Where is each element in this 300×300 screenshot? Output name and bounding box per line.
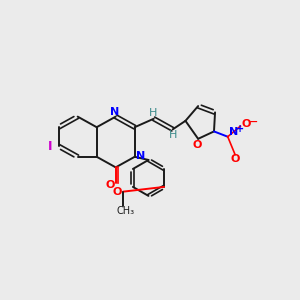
Text: CH₃: CH₃ bbox=[116, 206, 134, 216]
Text: +: + bbox=[236, 124, 244, 134]
Text: H: H bbox=[148, 108, 157, 118]
Text: O: O bbox=[192, 140, 202, 150]
Text: N: N bbox=[136, 151, 145, 161]
Text: O: O bbox=[231, 154, 240, 164]
Text: H: H bbox=[169, 130, 177, 140]
Text: I: I bbox=[47, 140, 52, 153]
Text: N: N bbox=[110, 107, 119, 117]
Text: O: O bbox=[242, 118, 251, 129]
Text: O: O bbox=[106, 180, 115, 190]
Text: −: − bbox=[249, 116, 258, 127]
Text: O: O bbox=[112, 187, 122, 197]
Text: N: N bbox=[229, 127, 238, 137]
